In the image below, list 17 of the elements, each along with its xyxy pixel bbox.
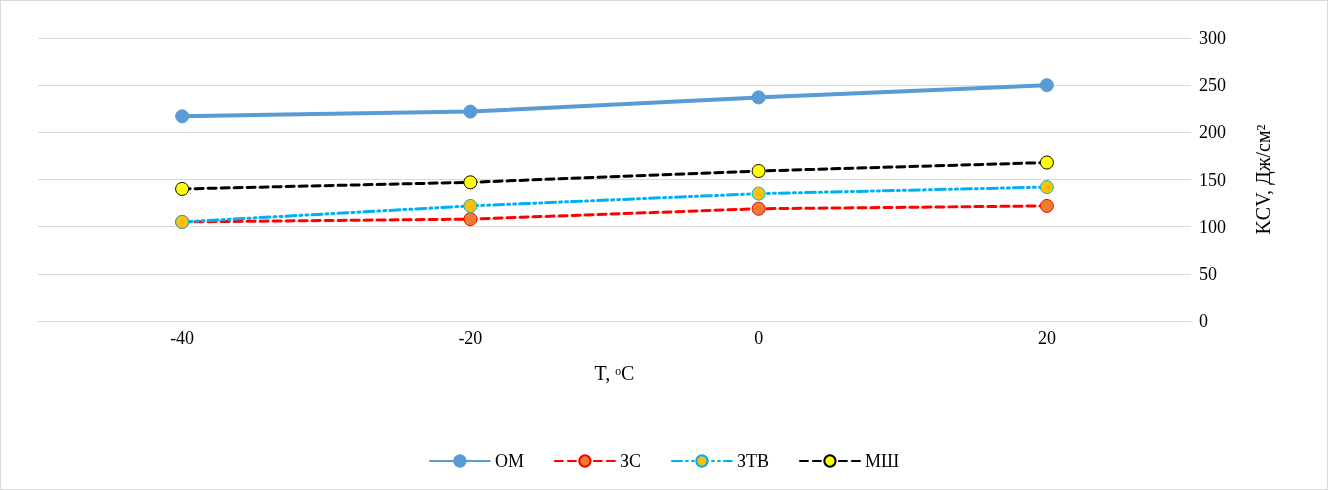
y-tick-label: 300 — [1199, 28, 1226, 48]
y-tick-label: 150 — [1199, 169, 1226, 190]
y-tick-label: 50 — [1199, 263, 1217, 284]
legend-label: ОМ — [494, 451, 524, 471]
x-tick-label: 0 — [754, 328, 764, 348]
y-axis-title: KCV, Дж/см² — [1252, 124, 1275, 235]
x-tick-label: -40 — [170, 328, 195, 348]
x-axis-title: T, ᵒC — [594, 362, 635, 384]
x-tick-label: 20 — [1037, 328, 1056, 348]
legend-label: ЗТВ — [736, 451, 769, 471]
y-tick-label: 0 — [1199, 311, 1208, 331]
y-tick-label: 250 — [1199, 75, 1226, 96]
x-tick-label: -20 — [458, 328, 483, 348]
legend-label: МШ — [864, 451, 900, 471]
y-tick-label: 200 — [1199, 122, 1226, 143]
legend-label: ЗС — [619, 451, 641, 471]
y-tick-label: 100 — [1199, 216, 1226, 237]
